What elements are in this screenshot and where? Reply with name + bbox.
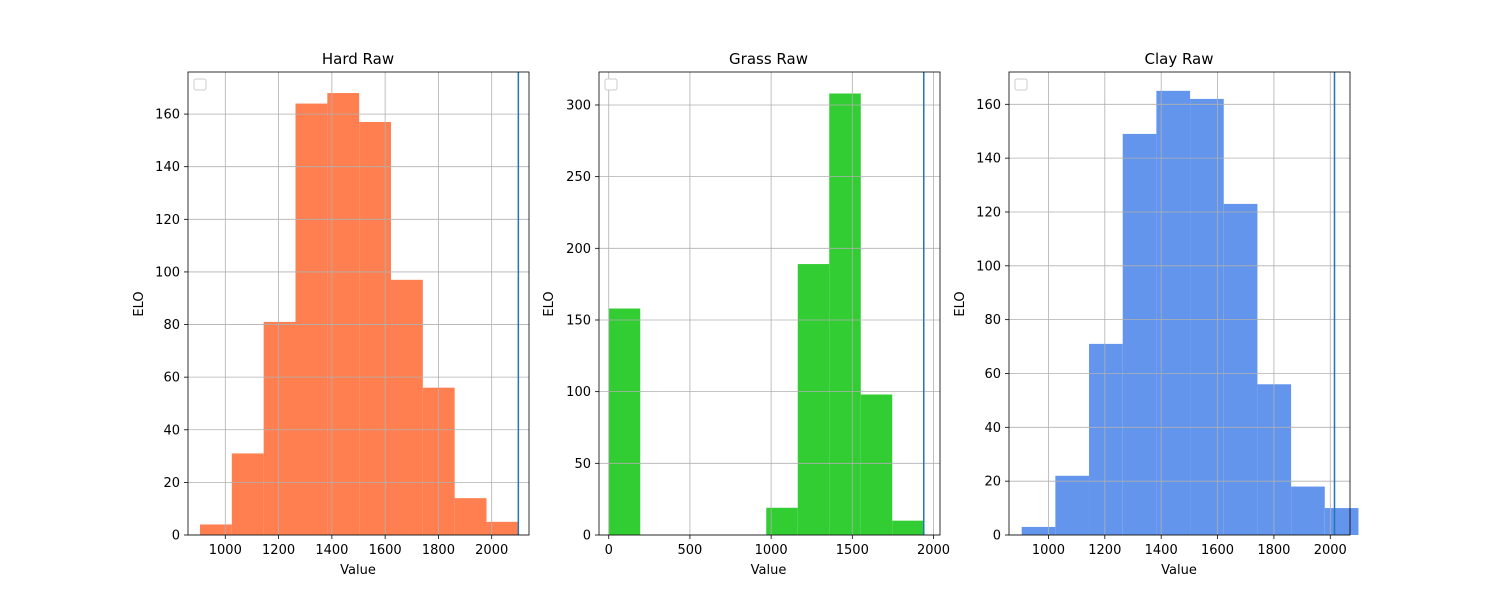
y-tick-label: 20 (984, 475, 1001, 490)
x-tick-label: 1600 (369, 543, 402, 558)
subplot-title: Clay Raw (1144, 50, 1213, 68)
grid (1009, 72, 1350, 536)
x-tick-label: 1800 (422, 543, 455, 558)
y-tick-label: 140 (155, 160, 180, 175)
histogram-bar (1291, 486, 1325, 535)
y-tick-label: 0 (993, 529, 1001, 544)
y-axis-label: ELO (542, 291, 557, 316)
y-tick-label: 60 (163, 371, 180, 386)
legend-box (193, 78, 207, 91)
histogram-bar (199, 524, 232, 535)
y-tick-label: 0 (583, 529, 591, 544)
axes-frame (598, 71, 941, 536)
x-axis-label: Value (1161, 563, 1197, 578)
histogram-bar (391, 279, 423, 535)
histogram-bar (1156, 90, 1191, 536)
x-tick-label: 2000 (917, 543, 950, 558)
histogram-bar (1055, 475, 1090, 535)
y-tick-label: 250 (566, 170, 591, 185)
histogram-bar (1324, 508, 1359, 535)
histogram-bar (1122, 133, 1157, 536)
x-tick-label: 1200 (262, 543, 295, 558)
x-tick-label: 1200 (1088, 543, 1121, 558)
histogram-bar (860, 394, 893, 535)
x-tick-label: 500 (678, 543, 703, 558)
histogram-bar (1190, 98, 1224, 535)
x-axis-label: Value (340, 563, 376, 578)
y-tick-label: 60 (984, 367, 1001, 382)
x-axis-label: Value (751, 563, 787, 578)
plot-area: 0 500 1000 1500 2000 0 50 100 150 200 250 300 (566, 71, 950, 558)
histogram-bar (829, 93, 861, 535)
x-tick-label: 2000 (1314, 543, 1347, 558)
histogram-bar (359, 121, 392, 535)
x-tick-label: 1400 (1145, 543, 1178, 558)
y-tick-label: 40 (984, 421, 1001, 436)
subplot-grass-raw: Grass Raw Value ELO 0 500 1000 1500 2000 0 50 1… (542, 50, 950, 578)
legend-box (604, 78, 618, 91)
y-axis-ticks: 0 20 40 60 80 100 120 140 160 (155, 108, 188, 544)
y-tick-label: 0 (172, 529, 180, 544)
plot-area: 1000 1200 1400 1600 1800 2000 0 20 40 60 80 100 120 1… (155, 71, 530, 558)
y-tick-label: 100 (566, 385, 591, 400)
x-tick-label: 1400 (315, 543, 348, 558)
y-axis-ticks: 0 20 40 60 80 100 120 140 160 (976, 98, 1009, 544)
subplot-clay-raw: Clay Raw Value ELO 1000 1200 1400 1600 1800 2… (953, 50, 1359, 578)
y-tick-label: 160 (155, 108, 180, 123)
axes-frame (1008, 71, 1351, 536)
histogram-bar (454, 498, 487, 535)
x-tick-label: 1000 (209, 543, 242, 558)
y-tick-label: 120 (976, 205, 1001, 220)
y-tick-label: 150 (566, 313, 591, 328)
histogram-bar (231, 453, 264, 535)
histogram-bar (892, 520, 924, 535)
axes-frame (187, 71, 530, 536)
x-tick-label: 1600 (1201, 543, 1234, 558)
histogram-bar (295, 103, 328, 536)
y-tick-label: 50 (574, 457, 591, 472)
histogram-bar (608, 308, 641, 535)
y-tick-label: 40 (163, 423, 180, 438)
y-tick-label: 100 (976, 259, 1001, 274)
y-tick-label: 80 (984, 313, 1001, 328)
subplot-title: Hard Raw (322, 50, 394, 68)
x-tick-label: 0 (605, 543, 613, 558)
subplot-hard-raw: Hard Raw Value ELO 1000 1200 1400 1600 1800 2… (132, 50, 530, 578)
x-tick-label: 2000 (475, 543, 508, 558)
x-tick-label: 1000 (1032, 543, 1065, 558)
y-tick-label: 100 (155, 265, 180, 280)
x-tick-label: 1000 (755, 543, 788, 558)
x-axis-ticks: 1000 1200 1400 1600 1800 2000 (1032, 535, 1347, 558)
y-axis-ticks: 0 50 100 150 200 250 300 (566, 98, 599, 544)
y-tick-label: 140 (976, 152, 1001, 167)
histogram-bar (1089, 343, 1123, 535)
histogram-bar (486, 521, 519, 535)
y-axis-label: ELO (953, 291, 968, 316)
grid (599, 72, 940, 536)
y-tick-label: 80 (163, 318, 180, 333)
histogram-bar (1223, 203, 1258, 535)
subplot-title: Grass Raw (729, 50, 808, 68)
x-tick-label: 1800 (1257, 543, 1290, 558)
y-axis-label: ELO (132, 291, 147, 316)
y-tick-label: 160 (976, 98, 1001, 113)
histogram-bar (1021, 526, 1056, 535)
histogram-bar (797, 264, 830, 535)
histogram-bar (263, 321, 296, 535)
x-axis-ticks: 1000 1200 1400 1600 1800 2000 (209, 535, 508, 558)
bars (608, 93, 924, 535)
x-axis-ticks: 0 500 1000 1500 2000 (605, 535, 950, 558)
y-tick-label: 120 (155, 213, 180, 228)
y-tick-label: 300 (566, 98, 591, 113)
x-tick-label: 1500 (836, 543, 869, 558)
legend-box (1014, 78, 1028, 91)
plot-area: 1000 1200 1400 1600 1800 2000 0 20 40 60 80 100 120 1… (976, 71, 1359, 558)
y-tick-label: 20 (163, 476, 180, 491)
y-tick-label: 200 (566, 242, 591, 257)
